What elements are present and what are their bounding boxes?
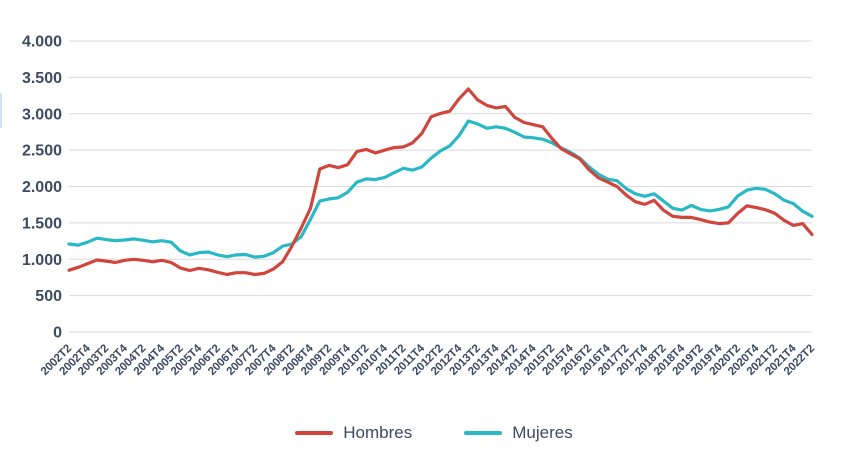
y-axis-tick-label: 3.000 bbox=[22, 106, 62, 123]
y-axis-tick-label: 0 bbox=[53, 325, 62, 342]
legend-label-mujeres: Mujeres bbox=[512, 423, 573, 442]
y-axis-tick-label: 3.500 bbox=[22, 70, 62, 87]
legend-label-hombres: Hombres bbox=[343, 423, 413, 442]
legend-item-hombres[interactable]: Hombres bbox=[295, 423, 412, 443]
y-axis-tick-label: 2.000 bbox=[22, 179, 62, 196]
hombres-line-swatch-icon bbox=[295, 431, 334, 435]
y-axis-tick-label: 1.500 bbox=[22, 215, 62, 232]
legend-item-mujeres[interactable]: Mujeres bbox=[464, 423, 573, 443]
chart-legend: Hombres Mujeres bbox=[0, 423, 868, 443]
y-axis-tick-label: 1.000 bbox=[22, 252, 62, 269]
y-axis-tick-label: 2.500 bbox=[22, 143, 62, 160]
mujeres-line-swatch-icon bbox=[464, 431, 503, 435]
hombres-series-line bbox=[67, 87, 814, 277]
mujeres-series-line bbox=[67, 119, 814, 259]
y-axis-tick-label: 4.000 bbox=[22, 34, 62, 51]
left-edge-artifact bbox=[0, 93, 2, 128]
y-axis-tick-label: 500 bbox=[35, 288, 62, 305]
